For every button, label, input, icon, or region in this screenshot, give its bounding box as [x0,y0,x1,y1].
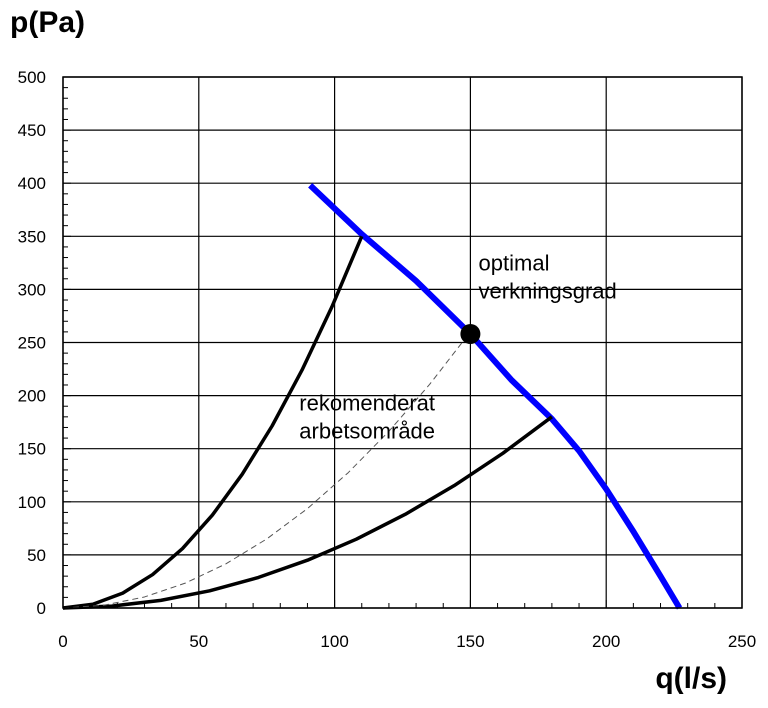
plot-frame [62,76,743,609]
recommended-area-label: rekomenderat arbetsområde [299,390,435,443]
y-tick-label: 150 [18,440,46,459]
y-tick-label: 50 [27,546,46,565]
optimal-system-curve-line [62,331,471,609]
y-tick-label: 350 [18,227,46,246]
annotation-line: rekomenderat [299,390,435,415]
optimal-efficiency-label: optimal verkningsgrad [479,250,617,303]
x-axis-title: q(l/s) [655,662,727,695]
y-axis-title: p(Pa) [10,6,85,39]
annotation-line: arbetsområde [299,418,435,443]
lower-system-curve-line [62,415,553,610]
x-tick-label: 250 [728,632,756,651]
y-tick-label: 200 [18,387,46,406]
upper-system-curve-line [62,235,364,610]
x-tick-label: 100 [320,632,348,651]
y-tick-label: 100 [18,493,46,512]
annotation-line: verkningsgrad [479,278,617,303]
optimal-point-marker [460,324,481,345]
x-tick-label: 150 [456,632,484,651]
annotations-group: optimal verkningsgrad rekomenderat arbetsom… [299,250,616,443]
y-tick-label: 250 [18,334,46,353]
annotation-line: optimal [479,250,550,275]
x-tick-label: 200 [592,632,620,651]
y-tick-label: 300 [18,280,46,299]
y-tick-label: 500 [18,68,46,87]
x-tick-labels: 0 50 100 150 200 250 [58,632,756,651]
y-tick-labels: 0 50 100 150 200 250 300 350 400 450 500 [18,68,46,618]
x-tick-label: 50 [189,632,208,651]
series-group [62,183,683,610]
x-tick-label: 0 [58,632,67,651]
y-tick-label: 450 [18,121,46,140]
y-tick-label: 0 [37,599,46,618]
markers-group [460,324,481,345]
y-tick-label: 400 [18,174,46,193]
